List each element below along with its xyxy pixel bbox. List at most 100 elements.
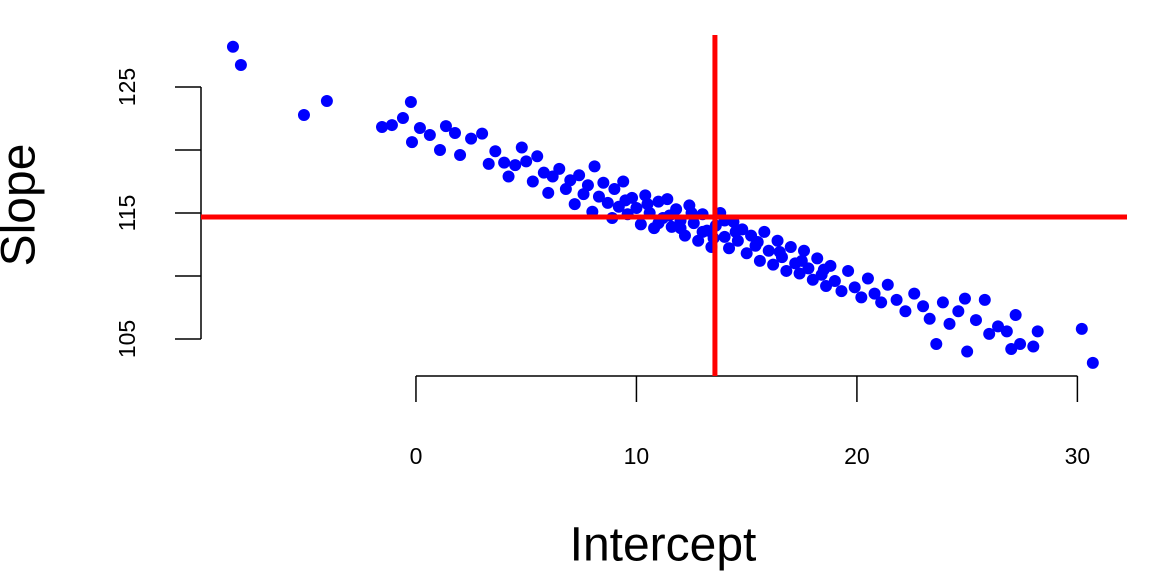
point [433,144,446,157]
point [619,194,632,207]
point [729,225,742,238]
point [1005,343,1018,356]
point [908,287,921,300]
point [784,241,797,254]
point [588,160,601,173]
x-tick-label: 30 [1065,443,1091,469]
point [630,201,643,214]
point [875,296,888,309]
point [652,217,665,230]
point [226,40,239,53]
point [597,176,610,189]
x-tick-label: 10 [624,443,650,469]
y-tick-label: 115 [114,195,140,232]
point [740,247,753,260]
point [930,338,943,351]
point [396,112,409,125]
point [482,157,495,170]
point [758,225,771,238]
point [385,119,398,132]
point [723,242,736,255]
point [674,222,687,235]
point [773,246,786,259]
point [641,198,654,211]
y-tick-label: 105 [114,320,140,358]
point [1027,340,1040,353]
point [798,244,811,257]
point [489,145,502,158]
point [943,317,956,330]
point [542,186,555,199]
point [842,264,855,277]
point [961,345,974,358]
point [234,58,247,71]
x-tick-label: 20 [844,443,870,469]
point [835,285,848,298]
point [439,120,452,133]
point [817,263,830,276]
point [1009,309,1022,322]
point [592,190,605,203]
point [502,170,515,183]
point [969,314,982,327]
point [861,272,874,285]
point [828,275,841,288]
point [665,220,678,233]
point [509,159,522,172]
point [601,196,614,209]
point [661,193,674,206]
point [983,327,996,340]
point [687,217,700,230]
point [413,121,426,134]
point [718,230,731,243]
point [476,127,489,140]
point [1086,356,1099,369]
point [608,183,621,196]
point [806,273,819,286]
point [952,305,965,318]
point [1000,325,1013,338]
point [923,312,936,325]
point [780,264,793,277]
point [751,235,764,248]
point [553,162,566,175]
point [917,300,930,313]
point [811,252,824,265]
point [855,291,868,304]
point [771,234,784,247]
x-axis-title: Intercept [570,519,757,572]
point [448,127,461,140]
point [868,287,881,300]
point [793,267,806,280]
point [767,258,780,271]
point [936,296,949,309]
point [1031,325,1044,338]
point [978,293,991,306]
point [573,169,586,182]
point [564,174,577,187]
point [454,149,467,162]
point [515,141,528,154]
point [568,198,581,211]
point [1014,338,1027,351]
point [405,136,418,149]
point [376,120,389,133]
point [820,280,833,293]
point [696,225,709,238]
point [634,218,647,231]
point [617,175,630,188]
point [297,108,310,121]
point [1075,322,1088,335]
point [992,320,1005,333]
point [531,150,544,163]
y-axis-title: Slope [0,144,46,267]
point [899,305,912,318]
point [890,293,903,306]
point [498,156,511,169]
point [423,129,436,142]
point [753,254,766,267]
point [795,254,808,267]
x-tick-label: 0 [410,443,423,469]
